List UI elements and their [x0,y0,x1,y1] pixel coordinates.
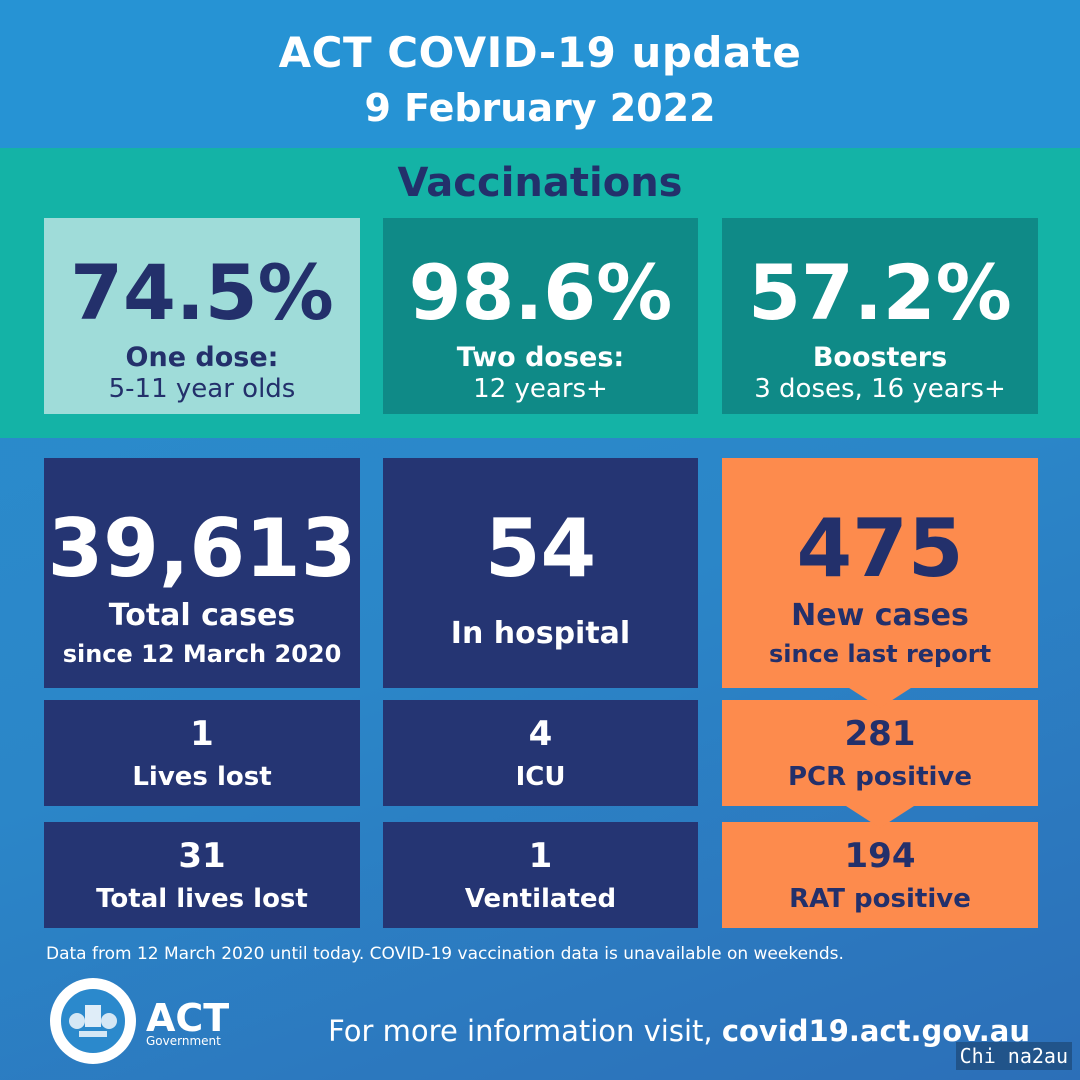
vacc-label: Boosters [812,342,948,373]
vacc-value: 57.2% [748,248,1012,337]
stat-label: RAT positive [789,884,971,914]
down-arrow-icon [846,806,914,828]
vacc-sublabel: 5-11 year olds [108,374,296,404]
stat-value: 475 [796,502,964,595]
act-logo-sub: Government [146,1034,221,1048]
stat-value: 281 [844,714,916,754]
stat-sublabel: since 12 March 2020 [62,640,342,668]
act-coat-of-arms-logo [50,978,136,1064]
vacc-label: Two doses: [456,342,625,373]
stat-label: ICU [515,762,566,792]
total-lives-lost-card: 31 Total lives lost [44,822,360,928]
pcr-positive-card: 281 PCR positive [722,700,1038,806]
vacc-sublabel: 3 doses, 16 years+ [754,374,1006,404]
act-logo-word: ACT [146,996,230,1040]
in-hospital-card: 54 In hospital [383,458,698,688]
stat-value: 194 [844,836,916,876]
more-info-text: For more information visit, covid19.act.… [328,1014,1030,1048]
vacc-label: One dose: [125,342,279,373]
page-date: 9 February 2022 [364,86,716,130]
data-footnote: Data from 12 March 2020 until today. COV… [46,944,844,964]
stat-value: 39,613 [47,502,357,595]
stat-label: Total cases [108,598,296,633]
more-info-prefix: For more information visit, [328,1014,722,1048]
coat-of-arms-icon [58,986,128,1056]
more-info-link[interactable]: covid19.act.gov.au [721,1014,1030,1048]
stat-label: Ventilated [464,884,617,914]
vacc-value: 98.6% [408,248,673,337]
lives-lost-card: 1 Lives lost [44,700,360,806]
stat-value: 1 [528,836,553,876]
stat-value: 1 [190,714,214,754]
icu-card: 4 ICU [383,700,698,806]
header: ACT COVID-19 update 9 February 2022 [0,0,1080,148]
vacc-card-two-doses: 98.6% Two doses: 12 years+ [383,218,698,414]
vacc-value: 74.5% [70,248,334,337]
stat-label: New cases [791,598,969,633]
stat-value: 4 [528,714,553,754]
stat-label: PCR positive [788,762,972,792]
stat-value: 54 [484,502,597,595]
stat-label: Lives lost [132,762,272,792]
stat-label: Total lives lost [96,884,308,914]
stat-label: In hospital [450,616,631,651]
vacc-card-one-dose: 74.5% One dose: 5-11 year olds [44,218,360,414]
vacc-sublabel: 12 years+ [473,374,608,404]
watermark: Chi na2au [955,1042,1072,1070]
ventilated-card: 1 Ventilated [383,822,698,928]
stat-value: 31 [178,836,226,876]
vacc-card-boosters: 57.2% Boosters 3 doses, 16 years+ [722,218,1038,414]
page-title: ACT COVID-19 update [278,28,802,77]
total-cases-card: 39,613 Total cases since 12 March 2020 [44,458,360,688]
down-arrow-icon [846,686,914,708]
stat-sublabel: since last report [768,640,992,668]
new-cases-card: 475 New cases since last report [722,458,1038,688]
vaccinations-title: Vaccinations [397,160,683,206]
rat-positive-card: 194 RAT positive [722,822,1038,928]
